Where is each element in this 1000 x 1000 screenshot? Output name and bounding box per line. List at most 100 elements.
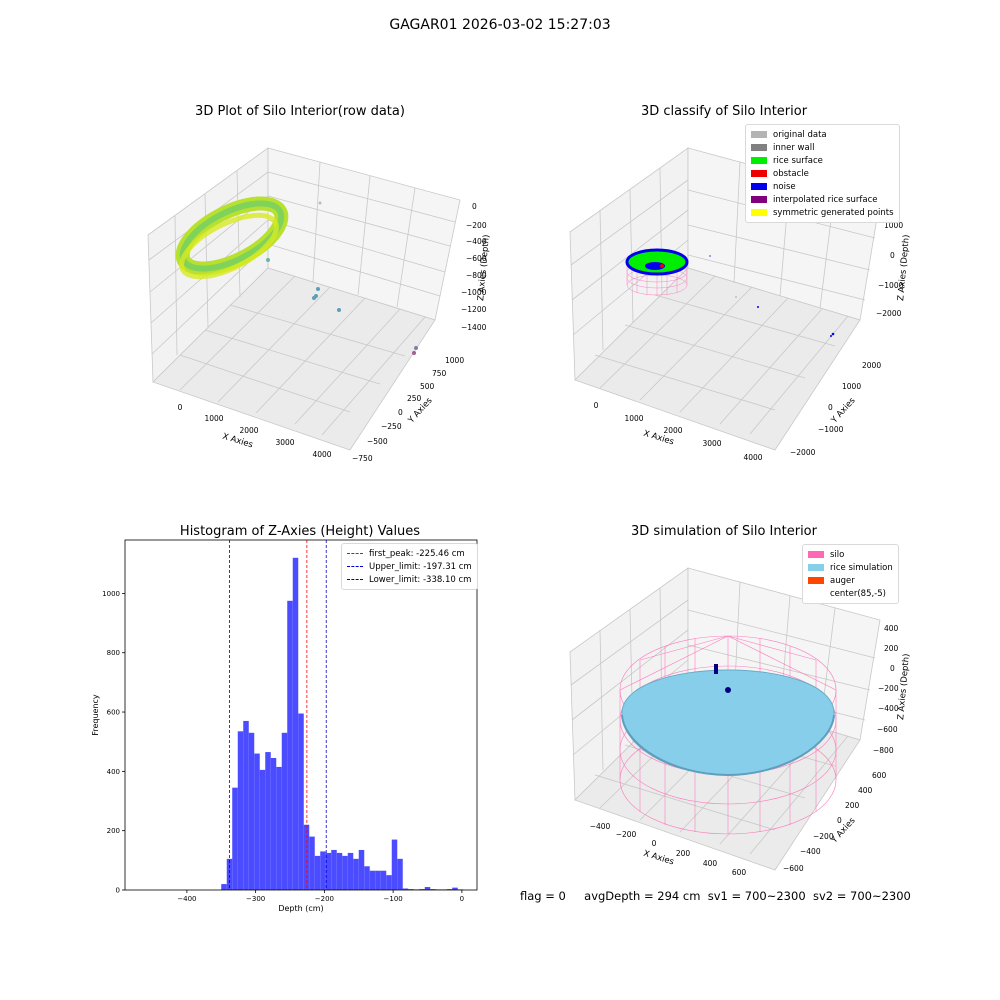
svg-text:600: 600 xyxy=(732,868,747,877)
svg-text:2000: 2000 xyxy=(663,426,682,435)
histogram-bar xyxy=(430,889,436,890)
svg-text:400: 400 xyxy=(884,624,899,633)
legend-item-upper-limit: Upper_limit: -197.31 cm xyxy=(347,560,472,573)
classify-legend: original data inner wall rice surface ob… xyxy=(745,124,900,223)
svg-text:1000: 1000 xyxy=(884,221,903,230)
histogram-bar xyxy=(391,839,398,890)
classify-plot-title: 3D classify of Silo Interior xyxy=(640,104,808,119)
rice-simulation-surface xyxy=(621,669,835,777)
svg-text:200: 200 xyxy=(676,849,691,858)
svg-text:4000: 4000 xyxy=(743,453,762,462)
histogram-bar xyxy=(309,836,315,890)
svg-text:−1400: −1400 xyxy=(461,323,487,332)
avg-depth-text: avgDepth = 294 cm xyxy=(584,889,701,903)
histogram-bar xyxy=(369,870,376,890)
legend-swatch xyxy=(751,209,767,216)
svg-text:600: 600 xyxy=(872,771,887,780)
histogram-bar xyxy=(237,731,244,890)
x-tick-label: 0 xyxy=(460,895,464,903)
simulation-y-ticks: −600 −400 −200 0 200 400 600 xyxy=(783,771,887,873)
simulation-x-ticks: −400 −200 0 200 400 600 xyxy=(590,822,747,877)
svg-text:−200: −200 xyxy=(878,684,899,693)
histogram-bar xyxy=(424,887,431,890)
legend-swatch xyxy=(808,564,824,571)
svg-text:−400: −400 xyxy=(466,237,487,246)
raw-plot-title: 3D Plot of Silo Interior(row data) xyxy=(195,104,405,119)
svg-text:−200: −200 xyxy=(616,830,637,839)
svg-text:−1000: −1000 xyxy=(878,281,904,290)
svg-text:−600: −600 xyxy=(783,864,804,873)
svg-text:−250: −250 xyxy=(381,422,402,431)
histogram-bar xyxy=(221,884,227,890)
svg-text:−2000: −2000 xyxy=(876,309,902,318)
svg-text:−750: −750 xyxy=(352,454,373,463)
svg-text:−1000: −1000 xyxy=(461,288,487,297)
sv2-text: sv2 = 700~2300 xyxy=(812,889,911,903)
histogram-bar xyxy=(402,888,409,890)
svg-text:400: 400 xyxy=(858,786,873,795)
svg-text:−400: −400 xyxy=(590,822,611,831)
legend-item-center: center(85,-5) xyxy=(808,587,893,600)
svg-text:−1200: −1200 xyxy=(461,305,487,314)
svg-text:1000: 1000 xyxy=(204,414,223,423)
legend-item-interpolated: interpolated rice surface xyxy=(751,193,894,206)
histogram-bar xyxy=(232,787,238,890)
legend-item-silo: silo xyxy=(808,548,893,561)
svg-text:1000: 1000 xyxy=(842,382,861,391)
legend-swatch xyxy=(751,144,767,151)
legend-item-noise: noise xyxy=(751,180,894,193)
y-tick-label: 800 xyxy=(107,649,120,657)
histogram-chart: −400 −300 −200 −100 0 0 200 400 600 800 1000 Dept… xyxy=(91,539,478,913)
histogram-frame xyxy=(124,539,478,891)
histogram-bar xyxy=(336,852,343,890)
sv1-text: sv1 = 700~2300 xyxy=(707,889,806,903)
raw-x-ticks: 0 1000 2000 3000 4000 xyxy=(178,403,332,459)
svg-text:0: 0 xyxy=(890,251,895,260)
histogram-bar xyxy=(270,758,277,890)
svg-text:−800: −800 xyxy=(466,271,487,280)
legend-item-rice-surface: rice surface xyxy=(751,154,894,167)
svg-text:2000: 2000 xyxy=(239,426,258,435)
flag-text: flag = 0 xyxy=(520,889,566,903)
legend-item-inner-wall: inner wall xyxy=(751,141,894,154)
svg-text:4000: 4000 xyxy=(312,450,331,459)
svg-text:2000: 2000 xyxy=(862,361,881,370)
classify-x-ticks: 0 1000 2000 3000 4000 xyxy=(594,401,763,462)
histogram-bar xyxy=(281,732,288,890)
status-footer: flag = 0 avgDepth = 294 cm sv1 = 700~230… xyxy=(520,889,911,903)
histogram-bar xyxy=(342,855,348,890)
svg-text:200: 200 xyxy=(845,801,860,810)
svg-text:−400: −400 xyxy=(800,847,821,856)
histogram-bar xyxy=(419,889,425,890)
svg-text:−400: −400 xyxy=(878,704,899,713)
svg-text:0: 0 xyxy=(594,401,599,410)
classify-z-ticks: 1000 0 −1000 −2000 xyxy=(876,221,904,318)
classify-3d-plot: 0 1000 2000 3000 4000 −2000 −1000 0 1000… xyxy=(569,147,912,462)
raw-z-ticks: 0 −200 −400 −600 −800 −1000 −1200 −1400 xyxy=(461,202,487,332)
svg-text:0: 0 xyxy=(652,839,657,848)
svg-text:−600: −600 xyxy=(466,254,487,263)
classify-point-cloud xyxy=(625,248,835,337)
legend-swatch xyxy=(751,131,767,138)
svg-text:−800: −800 xyxy=(873,746,894,755)
histogram-bar xyxy=(287,600,293,890)
histogram-bar xyxy=(358,849,365,890)
y-tick-label: 200 xyxy=(107,827,120,835)
histogram-bar xyxy=(265,752,271,890)
raw-3d-plot: 0 1000 2000 3000 4000 −750 −500 −250 0 2… xyxy=(147,147,492,463)
x-tick-label: −300 xyxy=(246,895,265,903)
svg-text:1000: 1000 xyxy=(445,356,464,365)
simulation-3d-plot: −400 −200 0 200 400 600 −600 −400 −200 0… xyxy=(569,567,912,877)
svg-text:250: 250 xyxy=(407,394,422,403)
histogram-bar xyxy=(254,753,260,890)
simulation-x-label: X Axies xyxy=(642,849,675,868)
legend-swatch xyxy=(808,551,824,558)
svg-text:−1000: −1000 xyxy=(818,425,844,434)
histogram-bar xyxy=(276,766,282,890)
histogram-bar xyxy=(386,875,392,890)
classify-y-ticks: −2000 −1000 0 1000 2000 xyxy=(790,361,881,457)
x-tick-label: −200 xyxy=(315,895,334,903)
histogram-bar xyxy=(331,849,337,890)
simulation-z-ticks: 400 200 0 −200 −400 −600 −800 xyxy=(873,624,899,755)
legend-item-auger: auger xyxy=(808,574,893,587)
